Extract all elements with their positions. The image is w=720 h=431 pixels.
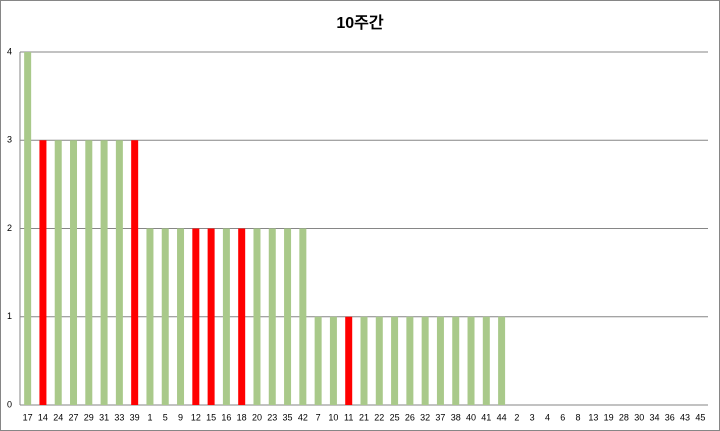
bar bbox=[314, 316, 322, 405]
bar bbox=[177, 228, 185, 405]
x-tick-label: 18 bbox=[237, 412, 247, 422]
x-tick-label: 9 bbox=[178, 412, 183, 422]
bar bbox=[498, 316, 506, 405]
x-tick-label: 10 bbox=[328, 412, 338, 422]
y-tick-label: 2 bbox=[7, 223, 12, 233]
bar bbox=[284, 228, 292, 405]
x-tick-label: 29 bbox=[84, 412, 94, 422]
x-tick-label: 25 bbox=[390, 412, 400, 422]
x-tick-label: 24 bbox=[53, 412, 63, 422]
x-tick-label: 19 bbox=[604, 412, 614, 422]
bar bbox=[115, 140, 123, 405]
bar bbox=[192, 228, 200, 405]
y-tick-label: 4 bbox=[7, 46, 12, 56]
x-tick-label: 7 bbox=[316, 412, 321, 422]
bar bbox=[467, 316, 475, 405]
x-tick-label: 28 bbox=[619, 412, 629, 422]
bar bbox=[207, 228, 215, 405]
x-tick-label: 33 bbox=[114, 412, 124, 422]
bar bbox=[452, 316, 460, 405]
bar bbox=[345, 316, 353, 405]
x-tick-label: 26 bbox=[405, 412, 415, 422]
x-tick-label: 27 bbox=[69, 412, 79, 422]
x-tick-label: 2 bbox=[514, 412, 519, 422]
x-tick-label: 43 bbox=[680, 412, 690, 422]
chart-title: 10주간 bbox=[336, 14, 384, 32]
x-tick-label: 40 bbox=[466, 412, 476, 422]
x-tick-label: 20 bbox=[252, 412, 262, 422]
x-tick-label: 31 bbox=[99, 412, 109, 422]
x-tick-label: 21 bbox=[359, 412, 369, 422]
bar bbox=[375, 316, 383, 405]
bar bbox=[100, 140, 108, 405]
x-tick-label: 36 bbox=[665, 412, 675, 422]
bar bbox=[54, 140, 62, 405]
x-tick-label: 5 bbox=[163, 412, 168, 422]
y-tick-label: 3 bbox=[7, 135, 12, 145]
bar bbox=[329, 316, 337, 405]
x-tick-label: 6 bbox=[560, 412, 565, 422]
x-tick-label: 34 bbox=[649, 412, 659, 422]
bar bbox=[24, 52, 32, 405]
x-tick-label: 14 bbox=[38, 412, 48, 422]
bar bbox=[391, 316, 399, 405]
bar bbox=[131, 140, 139, 405]
x-tick-label: 8 bbox=[576, 412, 581, 422]
x-tick-label: 41 bbox=[481, 412, 491, 422]
x-tick-label: 3 bbox=[530, 412, 535, 422]
bar bbox=[238, 228, 246, 405]
x-tick-label: 35 bbox=[283, 412, 293, 422]
bar bbox=[39, 140, 47, 405]
x-tick-label: 39 bbox=[130, 412, 140, 422]
x-tick-label: 45 bbox=[695, 412, 705, 422]
bar bbox=[85, 140, 93, 405]
x-tick-label: 4 bbox=[545, 412, 550, 422]
x-tick-label: 16 bbox=[221, 412, 231, 422]
x-tick-label: 38 bbox=[451, 412, 461, 422]
x-tick-label: 42 bbox=[298, 412, 308, 422]
bar bbox=[222, 228, 230, 405]
bar bbox=[482, 316, 490, 405]
bar bbox=[421, 316, 429, 405]
bar bbox=[253, 228, 261, 405]
x-tick-label: 22 bbox=[374, 412, 384, 422]
x-tick-label: 15 bbox=[206, 412, 216, 422]
x-tick-label: 23 bbox=[267, 412, 277, 422]
x-tick-label: 30 bbox=[634, 412, 644, 422]
bar bbox=[406, 316, 414, 405]
x-tick-label: 32 bbox=[420, 412, 430, 422]
bar bbox=[360, 316, 368, 405]
x-tick-label: 44 bbox=[497, 412, 507, 422]
x-tick-label: 11 bbox=[344, 412, 353, 422]
y-tick-label: 0 bbox=[7, 399, 12, 409]
x-tick-label: 1 bbox=[147, 412, 152, 422]
x-tick-label: 37 bbox=[435, 412, 445, 422]
y-tick-label: 1 bbox=[7, 311, 12, 321]
bar bbox=[146, 228, 154, 405]
x-tick-label: 17 bbox=[23, 412, 33, 422]
bar bbox=[436, 316, 444, 405]
bar bbox=[299, 228, 307, 405]
bar bbox=[70, 140, 78, 405]
x-tick-label: 12 bbox=[191, 412, 201, 422]
bar bbox=[161, 228, 169, 405]
x-tick-label: 13 bbox=[588, 412, 598, 422]
bar bbox=[268, 228, 276, 405]
